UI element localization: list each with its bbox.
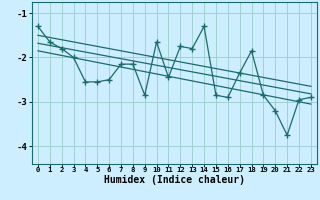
X-axis label: Humidex (Indice chaleur): Humidex (Indice chaleur) (104, 175, 245, 185)
